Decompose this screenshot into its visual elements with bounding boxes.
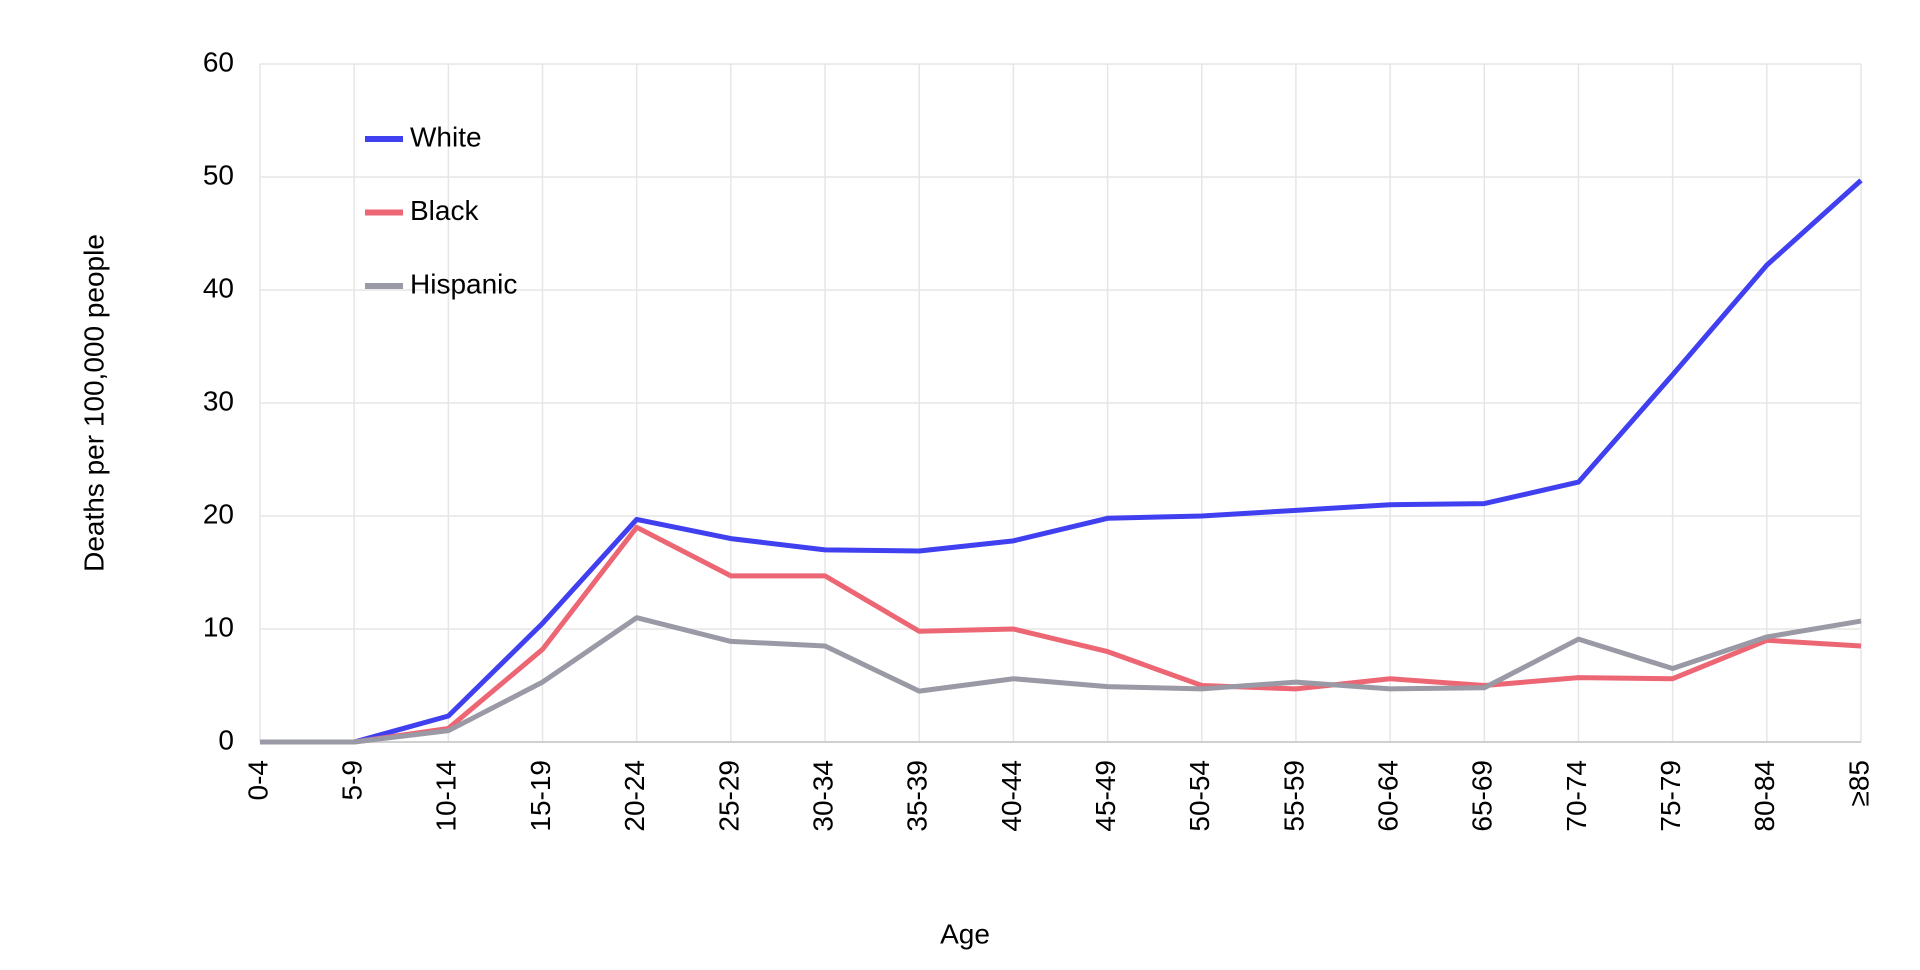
x-tick-label: 55-59	[1278, 760, 1309, 832]
y-tick-label: 20	[203, 498, 234, 529]
x-tick-label: 25-29	[713, 760, 744, 832]
legend-label: White	[410, 121, 482, 152]
x-tick-label: 75-79	[1655, 760, 1686, 832]
x-tick-label: 0-4	[242, 760, 273, 800]
x-tick-label: 5-9	[337, 760, 368, 800]
y-tick-label: 60	[203, 46, 234, 77]
series-line	[260, 178, 1863, 745]
x-tick-label: 10-14	[431, 760, 462, 832]
y-tick-label: 30	[203, 385, 234, 416]
x-tick-label: 30-34	[807, 760, 838, 832]
x-tick-label: 20-24	[619, 760, 650, 832]
series-line	[260, 524, 1862, 745]
y-tick-label: 40	[203, 272, 234, 303]
x-tick-label: 15-19	[525, 760, 556, 832]
y-tick-label: 50	[203, 159, 234, 190]
x-tick-label: 40-44	[996, 760, 1027, 832]
x-tick-label: 50-54	[1184, 760, 1215, 832]
x-tick-label: 60-64	[1373, 760, 1404, 832]
x-tick-label: 65-69	[1467, 760, 1498, 832]
legend-label: Black	[410, 195, 479, 226]
series-line	[260, 615, 1862, 745]
y-axis-title: Deaths per 100,000 people	[78, 234, 109, 572]
x-tick-label: 80-84	[1749, 760, 1780, 832]
y-tick-label: 10	[203, 611, 234, 642]
x-tick-label: 70-74	[1561, 760, 1592, 832]
x-tick-label: 35-39	[902, 760, 933, 832]
x-tick-label: ≥85	[1843, 760, 1874, 807]
x-tick-label: 45-49	[1090, 760, 1121, 832]
x-axis-title: Age	[940, 918, 990, 949]
y-tick-label: 0	[218, 724, 234, 755]
legend-label: Hispanic	[410, 268, 517, 299]
